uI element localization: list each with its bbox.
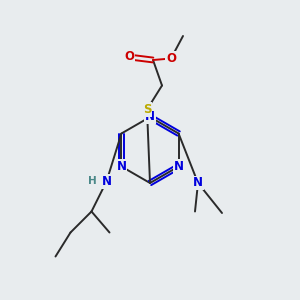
Text: N: N bbox=[174, 160, 184, 173]
Text: O: O bbox=[166, 52, 176, 65]
Text: S: S bbox=[143, 103, 151, 116]
Text: N: N bbox=[101, 175, 112, 188]
Text: N: N bbox=[116, 160, 126, 173]
Text: N: N bbox=[193, 176, 203, 190]
Text: O: O bbox=[124, 50, 134, 64]
Text: N: N bbox=[145, 110, 155, 124]
Text: H: H bbox=[88, 176, 97, 187]
